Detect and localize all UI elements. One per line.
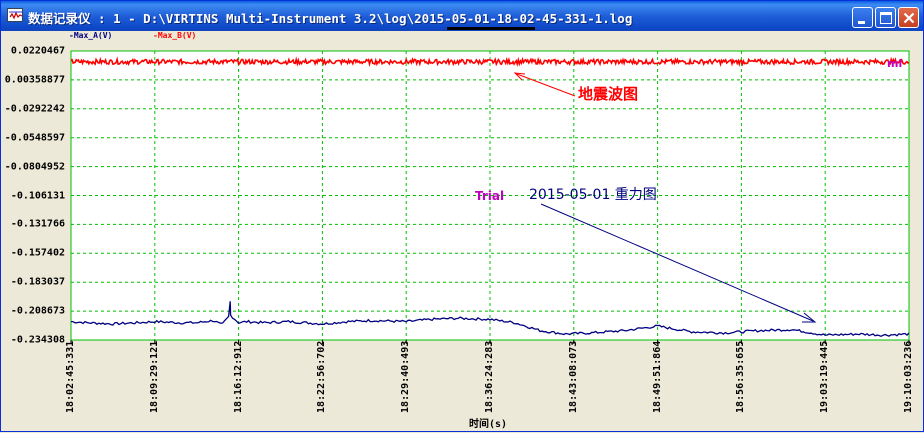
x-axis-label: 时间(s) — [469, 419, 508, 430]
marker-label: ml — [887, 57, 903, 70]
gravity-annotation: 2015-05-01 重力图 — [529, 187, 657, 203]
app-icon — [7, 8, 23, 22]
y-tick-label: -0.234308 — [10, 334, 65, 346]
y-tick-label: -0.106131 — [10, 190, 65, 201]
legend-b-dash: - — [153, 31, 158, 40]
minimize-icon — [858, 21, 865, 24]
y-tick-label: -0.0804952 — [4, 161, 65, 173]
minimize-button[interactable] — [852, 7, 873, 28]
legend-a-dash: - — [69, 31, 74, 40]
maximize-icon — [880, 12, 892, 24]
close-icon — [903, 12, 915, 24]
legend-a: -Max_A(V) — [69, 31, 112, 40]
y-tick-label: -0.157402 — [10, 247, 65, 259]
series-line-max-b — [70, 56, 910, 68]
quake-arrow-head — [513, 72, 526, 81]
legend-a-label: Max_A(V) — [73, 31, 113, 40]
y-tick-label: -0.0292242 — [4, 103, 65, 115]
y-tick-label: 0.0220467 — [10, 45, 65, 57]
close-button[interactable] — [898, 7, 919, 28]
y-tick-label: -0.183037 — [10, 276, 65, 288]
gravity-arrow-head — [802, 312, 817, 323]
series-line-max-a — [71, 301, 910, 338]
legend-b: -Max_B(V) — [153, 31, 196, 40]
quake-annotation: 地震波图 — [578, 85, 639, 103]
y-tick-label: -0.0548597 — [4, 132, 65, 144]
legend-b-label: Max_B(V) — [157, 31, 197, 40]
maximize-button[interactable] — [875, 7, 896, 28]
y-tick-label: -0.131766 — [10, 218, 65, 230]
title-bar[interactable]: 数据记录仪 : 1 - D:\VIRTINS Multi-Instrument … — [1, 1, 923, 31]
quake-arrow — [516, 73, 576, 97]
trial-annotation: Trial — [475, 189, 505, 203]
title-underline — [447, 27, 535, 30]
y-tick-label: -0.208673 — [10, 305, 65, 317]
window-title: 数据记录仪 : 1 - D:\VIRTINS Multi-Instrument … — [28, 11, 633, 26]
y-tick-label: 0.00358877 — [4, 74, 65, 86]
gravity-arrow — [540, 203, 814, 322]
